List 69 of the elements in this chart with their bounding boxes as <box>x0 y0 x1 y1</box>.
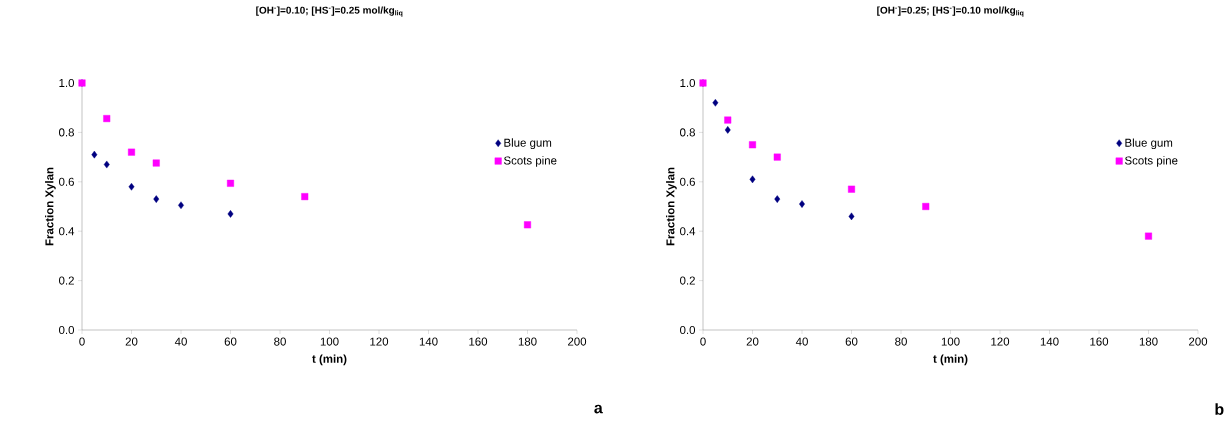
x-tick-label: 80 <box>895 337 907 346</box>
x-tick-label: 40 <box>174 337 187 346</box>
x-tick-label: 0 <box>700 337 706 346</box>
x-tick-label: 20 <box>746 337 759 346</box>
y-tick-label: 1.0 <box>680 78 696 88</box>
x-tick-label: 80 <box>274 337 286 346</box>
y-tick-label: 1.0 <box>59 78 75 88</box>
point <box>712 98 719 107</box>
y-tick-label: 0.6 <box>680 177 695 186</box>
x-axis-title: t (min) <box>933 354 968 366</box>
x-tick-label: 0 <box>79 337 85 346</box>
x-tick-label: 160 <box>469 337 488 346</box>
point <box>774 195 781 203</box>
x-tick-label: 140 <box>1040 337 1059 346</box>
x-tick-label: 160 <box>1090 337 1109 346</box>
y-tick-label: 0.8 <box>680 128 695 137</box>
x-tick-label: 60 <box>845 337 858 346</box>
point <box>152 159 160 167</box>
x-tick-label: 40 <box>795 337 808 346</box>
chart-title: [OH$^{-}$]=0.10; [HS$^{-}$]=0.25 mol/kg$_{liq}$ <box>256 6 403 17</box>
y-tick-label: 0.0 <box>59 325 75 335</box>
legend-label: Scots pine <box>503 156 557 167</box>
x-tick-label: 100 <box>320 337 339 346</box>
x-tick-label: 200 <box>1189 337 1208 346</box>
chart-title: [OH$^{-}$]=0.25; [HS$^{-}$]=0.10 mol/kg$_{liq}$ <box>877 6 1024 17</box>
point <box>1145 232 1153 240</box>
point <box>749 175 756 184</box>
point <box>227 179 234 187</box>
text: a <box>594 404 603 414</box>
point <box>127 148 135 156</box>
point <box>749 141 757 149</box>
x-tick-label: 60 <box>224 337 237 346</box>
x-tick-label: 120 <box>370 337 389 346</box>
point <box>91 150 98 159</box>
y-tick-label: 0.4 <box>680 227 696 236</box>
x-tick-label: 180 <box>518 337 537 346</box>
legend-label: Scots pine <box>1125 156 1178 167</box>
x-tick-label: 140 <box>419 337 438 346</box>
y-tick-label: 0.2 <box>680 276 695 285</box>
point <box>848 185 856 193</box>
point <box>301 193 309 201</box>
point <box>128 182 135 191</box>
point <box>153 195 160 203</box>
point <box>103 115 111 123</box>
x-tick-label: 20 <box>125 337 138 346</box>
y-tick-label: 0.6 <box>59 177 74 186</box>
x-tick-label: 180 <box>1139 337 1158 346</box>
point <box>103 160 110 169</box>
point <box>799 200 805 208</box>
x-tick-label: 100 <box>941 337 960 346</box>
point <box>848 212 855 221</box>
y-tick-label: 0.4 <box>59 227 75 236</box>
x-tick-label: 120 <box>991 337 1010 346</box>
x-tick-label: 200 <box>568 337 587 346</box>
legend-label: Blue gum <box>504 138 552 150</box>
y-tick-label: 0.0 <box>680 325 696 335</box>
y-tick-label: 0.2 <box>59 276 74 285</box>
point <box>524 221 531 229</box>
legend-label: Blue gum <box>1125 138 1173 150</box>
x-axis-title: t (min) <box>312 354 347 366</box>
point <box>773 153 781 161</box>
point <box>724 126 731 134</box>
y-axis-title: Fraction Xylan <box>666 167 677 246</box>
point <box>724 116 732 124</box>
point <box>922 203 930 210</box>
y-tick-label: 0.8 <box>59 128 74 137</box>
text: b <box>1215 403 1224 415</box>
y-axis-title: Fraction Xylan <box>45 167 56 246</box>
point <box>227 210 234 218</box>
